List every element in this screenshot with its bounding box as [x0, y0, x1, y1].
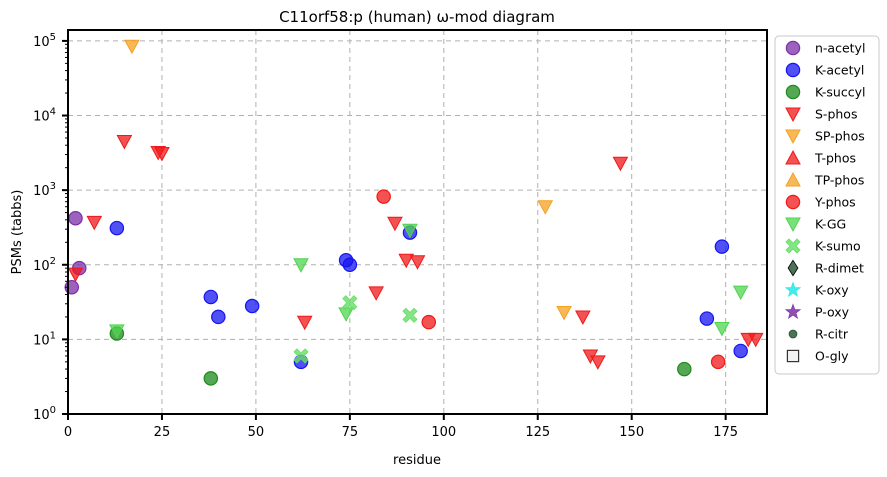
legend-marker-k-acetyl	[785, 62, 801, 78]
x-axis-label: residue	[393, 453, 441, 468]
point-k-acetyl	[109, 220, 125, 236]
y-tick-label: 102	[33, 256, 56, 274]
legend-marker-r-citr	[788, 329, 798, 339]
point-k-sumo	[293, 348, 309, 364]
point-k-acetyl	[203, 289, 219, 305]
point-s-phos	[409, 255, 426, 270]
point-s-phos	[575, 310, 591, 325]
legend-marker-sp-phos	[785, 129, 801, 145]
point-k-succyl	[677, 361, 692, 377]
legend-label-r-dimet: R-dimet	[815, 261, 864, 276]
legend-label-r-citr: R-citr	[815, 327, 849, 342]
legend-label-k-acetyl: K-acetyl	[815, 63, 864, 78]
point-sp-phos	[537, 200, 554, 215]
point-y-phos	[376, 189, 391, 204]
x-tick-label: 125	[525, 425, 550, 440]
point-k-gg	[732, 285, 749, 301]
point-k-sumo	[402, 307, 418, 323]
point-y-phos	[421, 314, 437, 330]
point-s-phos	[116, 134, 133, 150]
point-y-phos	[710, 354, 726, 370]
point-k-gg	[293, 258, 309, 273]
point-k-acetyl	[733, 343, 748, 359]
point-k-acetyl	[699, 311, 715, 326]
point-k-gg	[109, 324, 125, 339]
point-k-acetyl	[211, 309, 226, 325]
point-k-acetyl	[244, 298, 260, 314]
point-sp-phos	[556, 305, 572, 321]
legend: n-acetyl K-acetyl K-succyl S-phos SP-phos T-p…	[774, 35, 880, 375]
legend-label-k-succyl: K-succyl	[815, 85, 865, 100]
legend-marker-s-phos	[785, 107, 801, 123]
plot-frame	[67, 29, 768, 415]
point-s-phos	[387, 216, 403, 232]
point-s-phos	[296, 315, 313, 331]
x-tick-label: 150	[619, 425, 644, 440]
point-k-acetyl	[342, 257, 358, 273]
point-s-phos	[154, 147, 170, 162]
y-tick-label: 101	[33, 330, 56, 348]
legend-label-n-acetyl: n-acetyl	[815, 41, 865, 56]
point-s-phos	[590, 355, 606, 370]
point-k-gg	[402, 223, 418, 239]
point-s-phos	[86, 215, 103, 231]
legend-label-k-oxy: K-oxy	[815, 283, 849, 298]
legend-marker-n-acetyl	[785, 40, 801, 56]
point-s-phos	[398, 253, 415, 269]
x-tick-label: 25	[154, 425, 171, 440]
y-tick-label: 104	[33, 107, 56, 125]
point-k-gg	[714, 322, 730, 337]
legend-label-tp-phos: TP-phos	[814, 173, 864, 188]
point-s-phos	[368, 286, 384, 301]
legend-marker-y-phos	[785, 194, 801, 210]
legend-label-k-sumo: K-sumo	[815, 239, 861, 254]
legend-box	[774, 35, 880, 375]
legend-label-o-gly: O-gly	[815, 349, 849, 364]
point-k-succyl	[203, 371, 219, 386]
legend-marker-tp-phos	[785, 171, 801, 187]
point-s-phos	[67, 267, 84, 283]
legend-marker-k-succyl	[785, 84, 801, 100]
chart-title: C11orf58:p (human) ω-mod diagram	[279, 8, 555, 26]
x-tick-label: 0	[64, 425, 72, 440]
point-k-sumo	[342, 295, 358, 311]
legend-label-p-oxy: P-oxy	[815, 305, 850, 320]
x-tick-label: 175	[713, 425, 738, 440]
x-tick-label: 50	[248, 425, 265, 440]
x-tick-label: 75	[342, 425, 359, 440]
legend-marker-k-oxy	[784, 281, 802, 297]
point-k-acetyl	[714, 239, 730, 254]
legend-label-t-phos: T-phos	[814, 151, 856, 166]
grid	[67, 30, 767, 415]
legend-marker-k-gg	[785, 217, 801, 233]
y-tick-label: 105	[33, 32, 56, 50]
point-s-phos	[612, 156, 629, 172]
y-tick-label: 103	[33, 181, 56, 199]
point-n-acetyl	[68, 211, 83, 226]
point-sp-phos	[124, 39, 140, 55]
legend-marker-r-dimet	[787, 259, 799, 277]
legend-label-k-gg: K-GG	[815, 217, 846, 232]
legend-marker-t-phos	[785, 149, 801, 165]
legend-marker-k-sumo	[785, 238, 801, 254]
legend-label-y-phos: Y-phos	[814, 195, 856, 210]
legend-marker-p-oxy	[784, 303, 802, 319]
legend-marker-o-gly	[786, 349, 800, 363]
legend-label-sp-phos: SP-phos	[815, 129, 865, 144]
legend-label-s-phos: S-phos	[815, 107, 857, 122]
y-axis-label: PSMs (tabbs)	[10, 190, 25, 275]
x-tick-label: 100	[431, 425, 456, 440]
axis-ticks: 0 25 50 75 100 125 150 175 100 101 102 103 104 105	[33, 32, 738, 440]
point-s-phos	[747, 332, 764, 348]
y-tick-label: 100	[33, 405, 56, 423]
plot-points	[64, 39, 764, 386]
